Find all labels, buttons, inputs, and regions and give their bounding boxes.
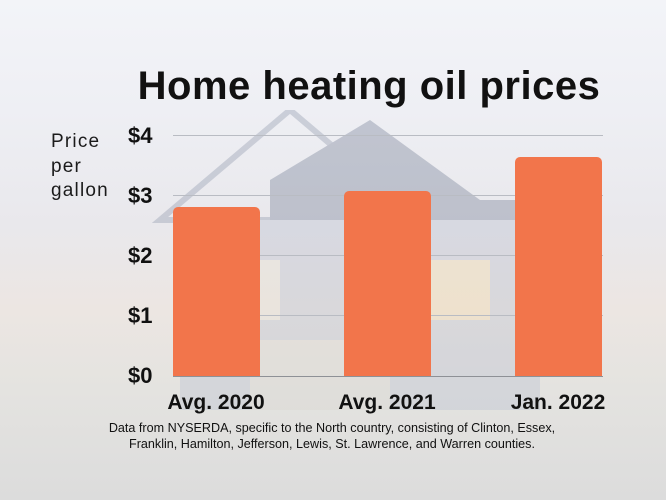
footnote-line: Data from NYSERDA, specific to the North… [108,421,556,435]
source-footnote: Data from NYSERDA, specific to the North… [0,420,665,452]
y-axis-label-line: Price [51,131,101,152]
x-tick-label: Avg. 2020 [167,391,265,414]
x-tick-label: Jan. 2022 [510,391,606,414]
bar [344,191,431,376]
bar [515,157,602,376]
chart-title: Home heating oil prices [137,64,601,108]
y-tick: $3 [128,183,153,208]
gridline [173,135,603,136]
y-axis-label-line: per [51,155,83,177]
footnote-line: Franklin, Hamilton, Jefferson, Lewis, St… [129,437,535,451]
y-tick: $1 [128,303,153,328]
x-axis-line [173,376,603,377]
y-tick: $4 [128,123,153,148]
y-axis-label-line: gallon [51,180,109,201]
x-tick-label: Avg. 2021 [338,391,436,414]
bar [173,207,260,376]
y-tick: $0 [128,363,153,388]
y-axis-label: Price per gallon [51,130,109,204]
y-tick: $2 [128,243,153,268]
